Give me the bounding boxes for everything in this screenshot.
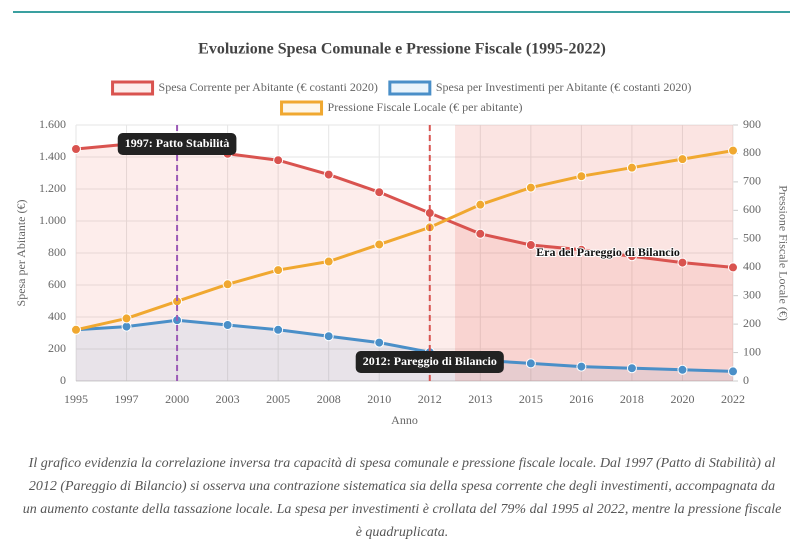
y2-tick-label: 100	[743, 344, 761, 358]
y2-axis-title: Pressione Fiscale Locale (€)	[776, 185, 790, 321]
annotation-text: 2012: Pareggio di Bilancio	[363, 354, 497, 368]
data-point	[677, 154, 688, 165]
data-point	[626, 363, 637, 374]
legend-label: Spesa Corrente per Abitante (€ costanti …	[159, 80, 378, 94]
legend-label: Pressione Fiscale Locale (€ per abitante…	[328, 100, 523, 114]
y-tick-label: 1.600	[39, 117, 66, 131]
region-shade	[455, 125, 733, 381]
data-point	[222, 279, 233, 290]
data-point	[677, 257, 688, 268]
x-tick-label: 2013	[468, 392, 492, 406]
annotation-label: 2012: Pareggio di Bilancio	[355, 351, 504, 373]
data-point	[273, 324, 284, 335]
y2-tick-label: 0	[743, 373, 749, 387]
y-tick-label: 1.000	[39, 213, 66, 227]
annotation-label: 1997: Patto Stabilità	[117, 133, 237, 155]
annotation-box	[355, 351, 504, 373]
annotation-text: 1997: Patto Stabilità	[125, 136, 230, 150]
data-point	[728, 145, 738, 156]
data-point	[121, 321, 132, 332]
data-point	[273, 265, 284, 276]
data-point	[576, 361, 587, 372]
x-tick-label: 2010	[367, 392, 391, 406]
data-point	[222, 320, 233, 330]
y2-tick-label: 700	[743, 174, 761, 188]
x-axis-title: Anno	[391, 413, 418, 427]
y2-tick-label: 900	[743, 117, 761, 131]
data-point	[475, 228, 486, 239]
data-point	[626, 162, 637, 173]
legend-swatch	[388, 80, 432, 96]
y-tick-label: 200	[48, 341, 66, 355]
data-point	[323, 331, 334, 342]
y2-tick-label: 600	[743, 202, 761, 216]
legend-swatch	[111, 80, 155, 96]
data-point	[121, 313, 132, 324]
chart: Evoluzione Spesa Comunale e Pressione Fi…	[13, 11, 790, 427]
data-point	[576, 244, 587, 255]
data-point	[374, 187, 385, 198]
legend-label: Spesa per Investimenti per Abitante (€ c…	[436, 80, 692, 94]
series-line	[75, 318, 734, 373]
chart-title: Evoluzione Spesa Comunale e Pressione Fi…	[198, 41, 606, 58]
x-tick-label: 2008	[317, 392, 341, 406]
region-label: Era del Pareggio di Bilancio	[536, 245, 680, 259]
y2-tick-label: 400	[743, 259, 761, 273]
data-point	[576, 171, 587, 182]
caption: Il grafico evidenzia la correlazione inv…	[22, 456, 782, 540]
y-tick-label: 1.200	[39, 181, 66, 195]
y2-tick-label: 200	[743, 316, 761, 330]
annotation-box	[117, 133, 237, 155]
series-area	[76, 320, 733, 381]
x-tick-label: 2022	[721, 392, 745, 406]
x-tick-label: 2018	[620, 392, 644, 406]
y-tick-label: 0	[60, 373, 66, 387]
data-point	[475, 199, 486, 210]
legend-swatch	[280, 100, 324, 116]
data-point	[525, 358, 536, 369]
data-point	[626, 251, 637, 262]
y-axis-title: Spesa per Abitante (€)	[14, 200, 28, 307]
data-point	[525, 240, 536, 250]
x-tick-label: 2000	[165, 392, 189, 406]
series-area	[76, 144, 733, 381]
data-point	[71, 144, 81, 154]
data-point	[728, 366, 738, 377]
x-tick-label: 2016	[569, 392, 593, 406]
data-point	[71, 324, 81, 335]
x-tick-label: 2003	[216, 392, 240, 406]
data-point	[677, 364, 688, 375]
y2-tick-label: 800	[743, 145, 761, 159]
y2-tick-label: 500	[743, 231, 761, 245]
y-tick-label: 400	[48, 309, 66, 323]
y-tick-label: 600	[48, 277, 66, 291]
x-tick-label: 2012	[418, 392, 442, 406]
data-point	[374, 337, 385, 348]
x-tick-label: 1997	[115, 392, 139, 406]
x-tick-label: 1995	[64, 392, 88, 406]
data-point	[323, 256, 334, 267]
data-point	[525, 182, 536, 193]
y2-tick-label: 300	[743, 287, 761, 301]
y-tick-label: 1.400	[39, 149, 66, 163]
x-tick-label: 2015	[519, 392, 543, 406]
data-point	[323, 169, 334, 180]
x-tick-label: 2020	[670, 392, 694, 406]
data-point	[273, 155, 284, 166]
y-tick-label: 800	[48, 245, 66, 259]
data-point	[374, 239, 385, 250]
data-point	[728, 262, 738, 273]
series-line	[75, 149, 734, 332]
x-tick-label: 2005	[266, 392, 290, 406]
